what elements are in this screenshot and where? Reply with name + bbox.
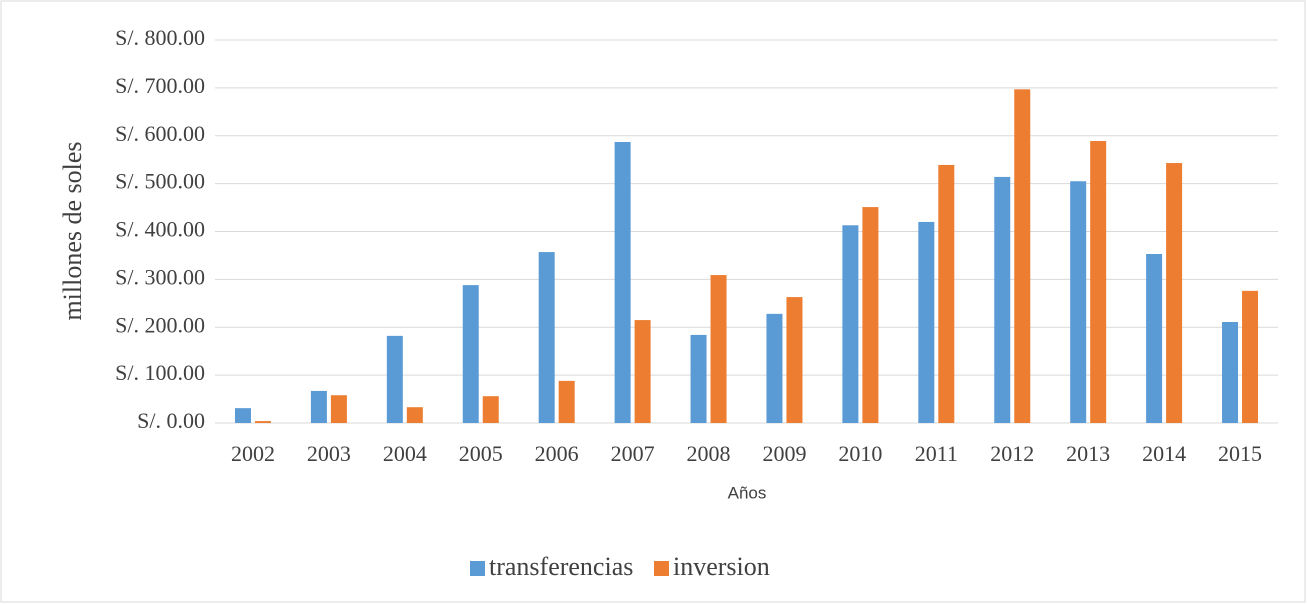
bar	[614, 141, 631, 423]
y-tick-label: S/. 800.00	[115, 25, 205, 50]
y-tick-label: S/. 700.00	[115, 73, 205, 98]
bar	[918, 221, 935, 423]
bar	[862, 207, 879, 423]
bar	[330, 395, 347, 423]
x-tick-label: 2015	[1218, 441, 1262, 466]
bar	[1070, 181, 1087, 423]
x-tick-label: 2005	[459, 441, 503, 466]
bar	[786, 297, 803, 423]
y-tick-label: S/. 300.00	[115, 264, 205, 289]
x-tick-label: 2006	[535, 441, 579, 466]
bar	[634, 320, 651, 423]
y-tick-label: S/. 100.00	[115, 360, 205, 385]
bar	[1014, 89, 1031, 423]
y-tick-label: S/. 200.00	[115, 312, 205, 337]
bar	[406, 407, 423, 423]
bar	[538, 252, 555, 423]
bar	[1242, 290, 1259, 423]
bar	[254, 421, 271, 423]
bar	[690, 334, 707, 423]
bar	[1090, 141, 1107, 424]
bar	[1166, 163, 1183, 423]
x-tick-label: 2010	[838, 441, 882, 466]
bar	[710, 275, 727, 423]
bar	[1146, 254, 1163, 423]
bar	[558, 380, 575, 423]
x-tick-label: 2009	[762, 441, 806, 466]
y-tick-label: S/. 0.00	[137, 408, 205, 433]
legend-swatch	[654, 561, 669, 576]
bar	[938, 164, 955, 424]
legend-label: inversion	[673, 552, 770, 581]
x-tick-label: 2007	[611, 441, 655, 466]
bar	[234, 408, 251, 423]
bar	[462, 285, 479, 423]
y-tick-label: S/. 600.00	[115, 121, 205, 146]
y-axis-label: millones de soles	[58, 141, 87, 320]
x-tick-label: 2012	[990, 441, 1034, 466]
bar	[310, 390, 327, 423]
bar	[994, 176, 1011, 423]
legend-label: transferencias	[489, 552, 633, 581]
x-tick-label: 2014	[1142, 441, 1186, 466]
x-tick-label: 2002	[231, 441, 275, 466]
x-tick-label: 2013	[1066, 441, 1110, 466]
x-axis-label: Años	[728, 483, 767, 502]
y-tick-label: S/. 400.00	[115, 217, 205, 242]
legend-swatch	[470, 561, 485, 576]
x-tick-label: 2008	[687, 441, 731, 466]
bar	[386, 335, 403, 423]
y-tick-label: S/. 500.00	[115, 169, 205, 194]
bar	[1222, 321, 1239, 423]
bar	[842, 225, 859, 423]
x-tick-label: 2003	[307, 441, 351, 466]
bar	[482, 396, 499, 423]
x-tick-label: 2004	[383, 441, 427, 466]
bar	[766, 313, 783, 423]
x-tick-label: 2011	[915, 441, 958, 466]
